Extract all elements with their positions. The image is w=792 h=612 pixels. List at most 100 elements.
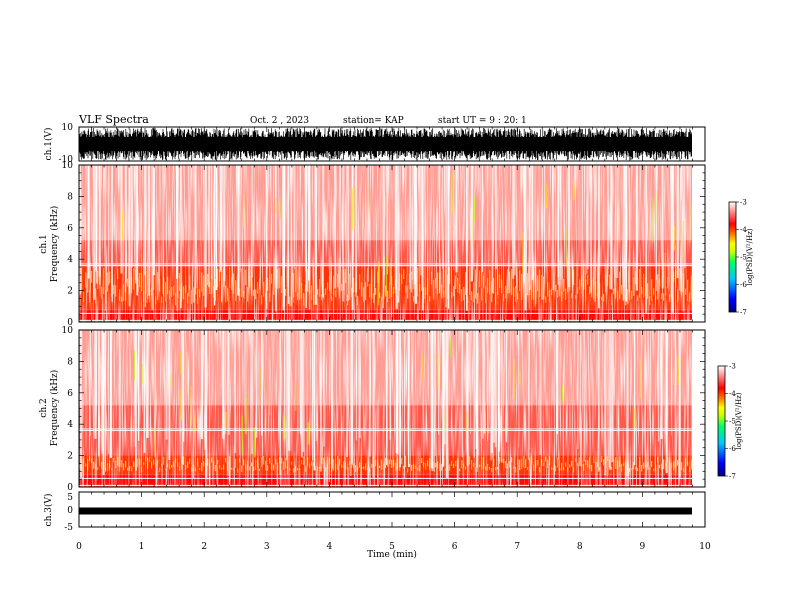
spec-gap — [608, 165, 609, 270]
spec-gap — [655, 165, 658, 280]
spec-gap — [442, 330, 445, 467]
spec-burst — [472, 213, 474, 245]
spec-gap — [647, 330, 649, 471]
spec-gap — [143, 330, 146, 453]
freq-tick-label: 6 — [67, 389, 73, 399]
spec-gap — [606, 165, 609, 277]
ch1-spec-yticks: 0 2 4 6 8 10 — [62, 161, 705, 328]
spec-gap — [334, 165, 336, 289]
spec-gap — [256, 330, 258, 438]
spec-gap — [624, 165, 626, 270]
ch3-xticks — [78, 492, 706, 527]
spec-gap — [674, 330, 676, 469]
freq-tick-label: 4 — [67, 420, 73, 430]
spec-gap — [213, 165, 216, 306]
spec-gap — [168, 330, 171, 461]
colorbar-tick-label: -3 — [729, 363, 736, 371]
spec-gap — [283, 165, 286, 307]
spec-gap — [445, 165, 447, 308]
freq-tick-label: 0 — [67, 483, 73, 493]
spec-gap — [251, 330, 254, 454]
spec-gap — [125, 165, 127, 283]
spec-gap — [194, 165, 196, 303]
spec-gap — [305, 165, 307, 272]
spec-gap — [314, 165, 317, 305]
spec-gap — [102, 330, 105, 475]
spec-gap — [616, 165, 619, 279]
spec-burst — [186, 352, 188, 396]
spec-gap — [490, 330, 494, 453]
spec-gap — [358, 330, 361, 439]
time-tick-label: 2 — [201, 542, 207, 552]
spec-gap — [445, 330, 448, 479]
ch2-spec-speckle — [79, 330, 692, 487]
colorbar-tick-label: -6 — [729, 445, 736, 453]
spec-gap — [120, 165, 123, 274]
spec-gap — [635, 165, 638, 291]
spec-gap — [446, 330, 449, 478]
spec-gap — [671, 165, 674, 314]
spec-burst — [241, 415, 243, 454]
spec-gap — [315, 330, 317, 442]
spec-gap — [498, 330, 500, 461]
spec-gap — [420, 165, 423, 276]
spec-gap — [237, 165, 240, 296]
spec-gap — [493, 330, 495, 443]
spec-gap — [487, 330, 488, 442]
spec-gap — [691, 330, 693, 439]
spec-gap — [368, 330, 371, 457]
spec-gap — [351, 165, 354, 310]
colorbar-tick-label: -4 — [740, 226, 747, 234]
spec-gap — [534, 165, 536, 307]
spec-gap — [514, 165, 516, 276]
spec-gap — [660, 330, 663, 440]
spec-burst — [633, 407, 635, 429]
spec-gap — [590, 165, 592, 293]
spec-gap — [567, 165, 571, 287]
spec-gap — [352, 330, 354, 466]
spec-burst — [546, 183, 548, 209]
time-tick-label: 3 — [264, 542, 270, 552]
spec-gap — [687, 330, 688, 465]
spec-gap — [104, 330, 106, 471]
ch2-spec-xticks — [78, 330, 706, 487]
ch1-ytick-bottom: -10 — [59, 155, 74, 165]
spec-gap — [625, 165, 628, 302]
spec-gap — [539, 330, 542, 455]
spec-gap — [223, 165, 226, 281]
freq-tick-label: 6 — [67, 224, 73, 234]
ch1-xticks — [78, 127, 706, 161]
time-tick-label: 8 — [577, 542, 583, 552]
spec-gap — [544, 165, 546, 273]
colorbar-tick-label: -5 — [729, 418, 736, 426]
spec-gap — [265, 165, 268, 309]
spec-gap — [80, 165, 81, 294]
spec-gap — [137, 330, 140, 441]
spec-burst — [275, 197, 277, 214]
spec-gap — [124, 165, 126, 293]
spec-gap — [322, 165, 324, 297]
spec-gap — [346, 330, 348, 458]
spec-gap — [488, 330, 490, 434]
spec-gap — [288, 330, 291, 452]
spec-gap — [339, 165, 341, 273]
spec-burst — [170, 374, 172, 389]
spec-gap — [633, 330, 636, 466]
spec-gap — [284, 330, 286, 440]
spec-gap — [657, 330, 660, 442]
spec-gap — [529, 165, 531, 291]
spec-gap — [438, 330, 440, 456]
time-tick-label: 5 — [389, 542, 395, 552]
time-tick-label: 1 — [139, 542, 145, 552]
spec-gap — [239, 330, 240, 456]
spec-gap — [98, 330, 100, 457]
spec-gap — [524, 165, 527, 311]
time-tick-label: 10 — [699, 542, 711, 552]
spec-gap — [611, 330, 614, 463]
spec-burst — [225, 411, 227, 429]
spec-burst — [450, 338, 452, 358]
ch2-spec-label: ch.2 — [39, 398, 49, 417]
